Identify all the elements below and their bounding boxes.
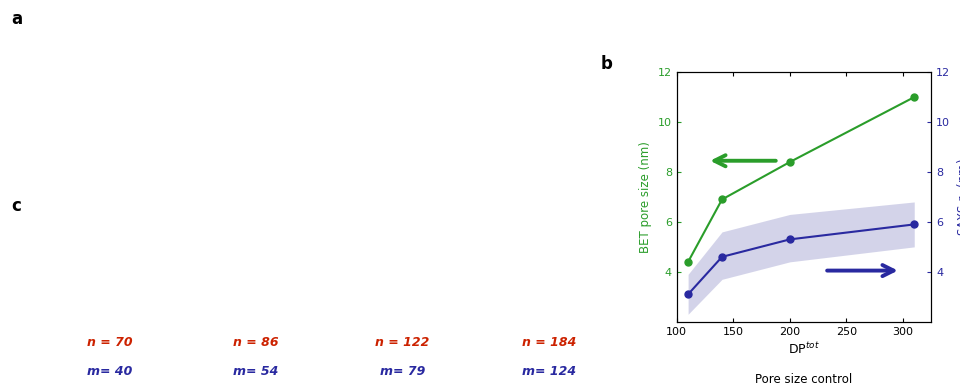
- Text: a: a: [12, 10, 23, 28]
- Text: m= 79: m= 79: [380, 365, 425, 378]
- X-axis label: DP$^{tot}$: DP$^{tot}$: [788, 341, 820, 356]
- Text: m= 124: m= 124: [522, 365, 576, 378]
- Text: n = 122: n = 122: [375, 336, 430, 349]
- Text: n = 86: n = 86: [233, 336, 279, 349]
- Text: m= 54: m= 54: [233, 365, 278, 378]
- Text: b: b: [601, 55, 612, 73]
- Text: m= 40: m= 40: [87, 365, 132, 378]
- Text: n = 70: n = 70: [86, 336, 132, 349]
- Text: Pore size control: Pore size control: [756, 373, 852, 386]
- Y-axis label: SAXS $r_p$ (nm): SAXS $r_p$ (nm): [956, 158, 960, 236]
- Y-axis label: BET pore size (nm): BET pore size (nm): [639, 141, 652, 253]
- Text: n = 184: n = 184: [521, 336, 576, 349]
- Text: c: c: [12, 197, 21, 215]
